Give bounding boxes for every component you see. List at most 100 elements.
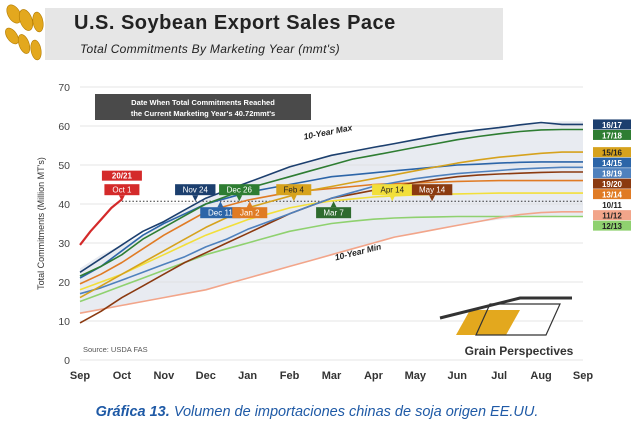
series-line-20-21 bbox=[79, 198, 123, 246]
series-line-12-13 bbox=[79, 215, 583, 303]
date-marker-box bbox=[276, 184, 312, 196]
date-marker-box bbox=[411, 184, 453, 196]
brand-name: Grain Perspectives bbox=[465, 344, 574, 358]
chart-subtitle: Total Commitments By Marketing Year (mmt… bbox=[80, 42, 340, 56]
legend-tag-11-12 bbox=[593, 210, 631, 221]
max-band-label: 10-Year Max bbox=[303, 122, 355, 141]
date-marker-label: Apr 14 bbox=[380, 186, 404, 195]
date-marker-pointer bbox=[246, 201, 253, 208]
series-line-13-14 bbox=[79, 179, 583, 285]
x-tick-label: Oct bbox=[113, 370, 132, 382]
wheat-icon bbox=[5, 4, 44, 61]
y-tick-label: 10 bbox=[58, 316, 70, 328]
date-marker-pointer bbox=[290, 195, 297, 202]
x-tick-label: Jan bbox=[238, 370, 257, 382]
date-marker-pointer bbox=[192, 195, 199, 202]
series-line-10-11 bbox=[79, 192, 583, 291]
date-marker-label: Oct 1 bbox=[112, 186, 132, 195]
callout-box bbox=[95, 94, 311, 120]
title-banner bbox=[45, 8, 503, 60]
x-tick-label: Sep bbox=[573, 370, 593, 382]
date-markers: Oct 1 Nov 24 Dec 11 Dec 26 Jan 2 Feb 4 Mar 7 Ap… bbox=[104, 184, 453, 219]
date-marker-box bbox=[104, 184, 140, 196]
date-marker-box bbox=[175, 184, 216, 196]
series-lines bbox=[79, 121, 583, 324]
chart-title: U.S. Soybean Export Sales Pace bbox=[74, 12, 396, 34]
y-tick-label: 30 bbox=[58, 238, 70, 250]
axes: 0 10 20 30 40 50 60 70 Sep Oct Nov Dec Jan Feb Mar Apr M… bbox=[36, 82, 593, 382]
date-marker-pointer bbox=[217, 201, 224, 208]
chart-header: U.S. Soybean Export Sales Pace Total Com… bbox=[0, 0, 634, 64]
legend-label: 15/16 bbox=[602, 149, 623, 158]
date-marker-box bbox=[219, 184, 260, 196]
legend-tag-12-13 bbox=[593, 220, 631, 231]
caption-text: Volumen de importaciones chinas de soja … bbox=[173, 404, 539, 420]
y-axis-label: Total Commitments (Million MT's) bbox=[36, 157, 46, 290]
legend-label: 19/20 bbox=[602, 180, 623, 189]
date-marker-label: Mar 7 bbox=[323, 209, 344, 218]
date-marker-box bbox=[372, 184, 413, 196]
date-marker-box bbox=[200, 207, 241, 219]
date-marker-box bbox=[232, 207, 268, 219]
figure-caption: Gráfica 13. Volumen de importaciones chi… bbox=[0, 404, 634, 420]
legend-label: 10/11 bbox=[602, 201, 622, 210]
x-tick-label: Aug bbox=[530, 370, 551, 382]
y-tick-label: 0 bbox=[64, 355, 70, 367]
x-tick-label: Dec bbox=[196, 370, 216, 382]
x-tick-label: Sep bbox=[70, 370, 90, 382]
date-marker-pointer bbox=[236, 195, 243, 202]
legend-tag-16-17 bbox=[593, 119, 631, 130]
legend-label: 17/18 bbox=[602, 131, 623, 140]
legend-tag-13-14 bbox=[593, 189, 631, 200]
y-tick-label: 50 bbox=[58, 160, 70, 172]
legend-label: 13/14 bbox=[602, 191, 623, 200]
date-marker-pointer bbox=[118, 195, 125, 202]
y-tick-label: 60 bbox=[58, 121, 70, 133]
series-line-15-16 bbox=[79, 151, 583, 299]
x-tick-label: Jun bbox=[447, 370, 467, 382]
legend-tag-17-18 bbox=[593, 129, 631, 140]
series-line-16-17 bbox=[79, 121, 583, 273]
legend-tag-18-19 bbox=[593, 168, 631, 179]
x-tick-label: May bbox=[405, 370, 427, 382]
logo-shape bbox=[439, 296, 572, 320]
caption-label: Gráfica 13. bbox=[95, 404, 170, 420]
date-marker-label: Dec 26 bbox=[227, 186, 253, 195]
x-tick-label: Jul bbox=[491, 370, 507, 382]
source-note: Source: USDA FAS bbox=[83, 345, 148, 354]
x-tick-label: Mar bbox=[322, 370, 342, 382]
date-marker-label: Jan 2 bbox=[240, 209, 260, 218]
date-marker-label: Nov 24 bbox=[183, 186, 209, 195]
logo-shape bbox=[475, 303, 561, 336]
series-line-14-15 bbox=[79, 161, 583, 279]
logo-shape bbox=[456, 310, 520, 335]
date-marker-label: Feb 4 bbox=[284, 186, 305, 195]
brand-logo bbox=[439, 296, 572, 336]
legend-label: 18/19 bbox=[602, 170, 623, 179]
date-marker-box bbox=[316, 207, 352, 219]
date-marker-pointer bbox=[330, 201, 337, 208]
series-line-11-12 bbox=[79, 211, 583, 314]
date-marker-pointer bbox=[389, 195, 396, 202]
current-year-label: 20/21 bbox=[112, 172, 133, 181]
line-chart: Oct 1 Nov 24 Dec 11 Dec 26 Jan 2 Feb 4 Mar 7 Ap… bbox=[36, 82, 631, 382]
series-line-18-19 bbox=[79, 166, 583, 295]
x-tick-label: Nov bbox=[153, 370, 175, 382]
callout-line-1: Date When Total Commitments Reached bbox=[131, 98, 275, 107]
date-marker-label: Dec 11 bbox=[208, 209, 233, 218]
date-marker-label: May 14 bbox=[419, 186, 446, 195]
legend-label: 14/15 bbox=[602, 159, 623, 168]
legend-tag-14-15 bbox=[593, 157, 631, 168]
legend-label: 11/12 bbox=[602, 212, 622, 221]
legend-label: 16/17 bbox=[602, 121, 623, 130]
y-tick-label: 70 bbox=[58, 82, 70, 94]
y-tick-label: 40 bbox=[58, 199, 70, 211]
callout-line-2: the Current Marketing Year's 40.72mmt's bbox=[131, 109, 275, 118]
series-line-17-18 bbox=[79, 128, 583, 277]
date-marker-pointer bbox=[429, 195, 436, 202]
y-tick-label: 20 bbox=[58, 277, 70, 289]
legend-tag-10-11 bbox=[593, 199, 631, 210]
legend-label: 12/13 bbox=[602, 222, 623, 231]
